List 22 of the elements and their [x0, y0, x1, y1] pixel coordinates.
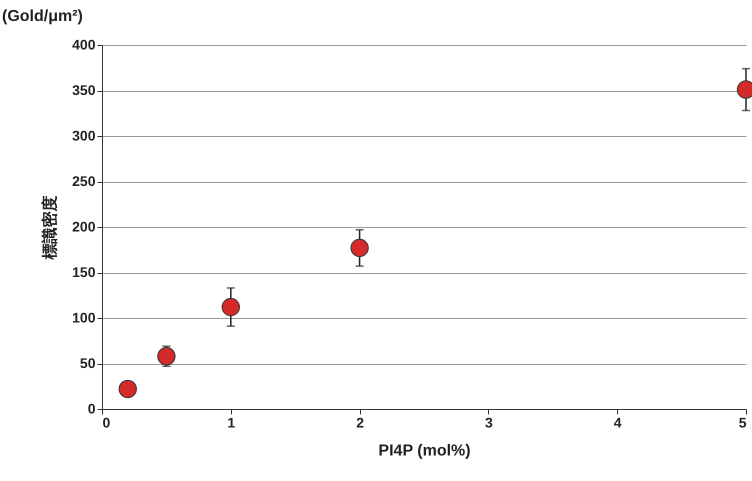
text: (Gold/μm²): [2, 8, 83, 25]
y-tick-label: 350: [72, 82, 96, 98]
x-tick-label: 3: [485, 414, 493, 430]
point: [118, 380, 137, 398]
x-tick-label: 5: [738, 414, 747, 430]
y-tick-label: 300: [72, 128, 96, 144]
point: [157, 347, 176, 366]
y-tick-label: 100: [72, 310, 96, 326]
x-tick-label: 0: [102, 414, 110, 430]
y-tick-label: 200: [72, 218, 96, 234]
y-axis-title: 標識密度: [40, 196, 60, 260]
point: [222, 298, 240, 316]
y-tick-label: 400: [72, 36, 96, 52]
x-tick-label: 2: [356, 414, 364, 430]
y-tick-label: 150: [72, 264, 96, 280]
y-tick-label: 250: [72, 173, 96, 189]
x-axis-title: PI4P (mol%): [378, 442, 471, 460]
point: [350, 238, 369, 258]
x-tick-label: 1: [227, 414, 236, 430]
y-tick-label: 0: [88, 400, 96, 416]
y-tick-label: 50: [80, 355, 96, 371]
x-tick-label: 4: [614, 414, 622, 430]
